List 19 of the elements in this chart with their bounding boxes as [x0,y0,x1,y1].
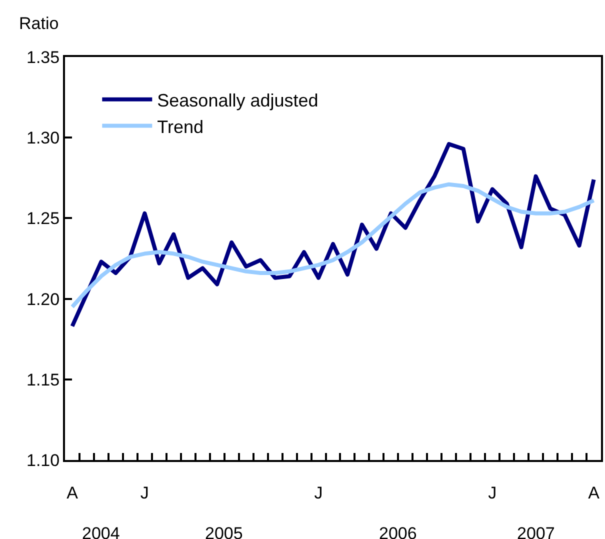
legend-label: Seasonally adjusted [157,90,318,110]
text: 2005 [205,524,243,539]
x-tick-label: J [140,483,149,502]
y-tick-label: 1.10 [26,450,60,470]
x-tick-label: J [488,483,497,502]
x-tick-label: A [588,483,600,502]
y-tick-label: 1.35 [26,48,60,67]
y-tick-label: 1.20 [26,290,60,309]
x-tick-label: J [314,483,323,502]
text: 2006 [379,524,417,539]
text: 2004 [82,524,120,539]
y-axis-title: Ratio [19,14,59,33]
line-series [70,182,596,309]
y-tick-label: 1.25 [26,209,60,228]
y-tick-label: 1.15 [26,370,60,390]
x-tick-label: A [66,483,79,502]
legend-label: Trend [157,116,204,137]
text: 2007 [517,524,555,539]
y-tick-label: 1.30 [26,128,60,148]
